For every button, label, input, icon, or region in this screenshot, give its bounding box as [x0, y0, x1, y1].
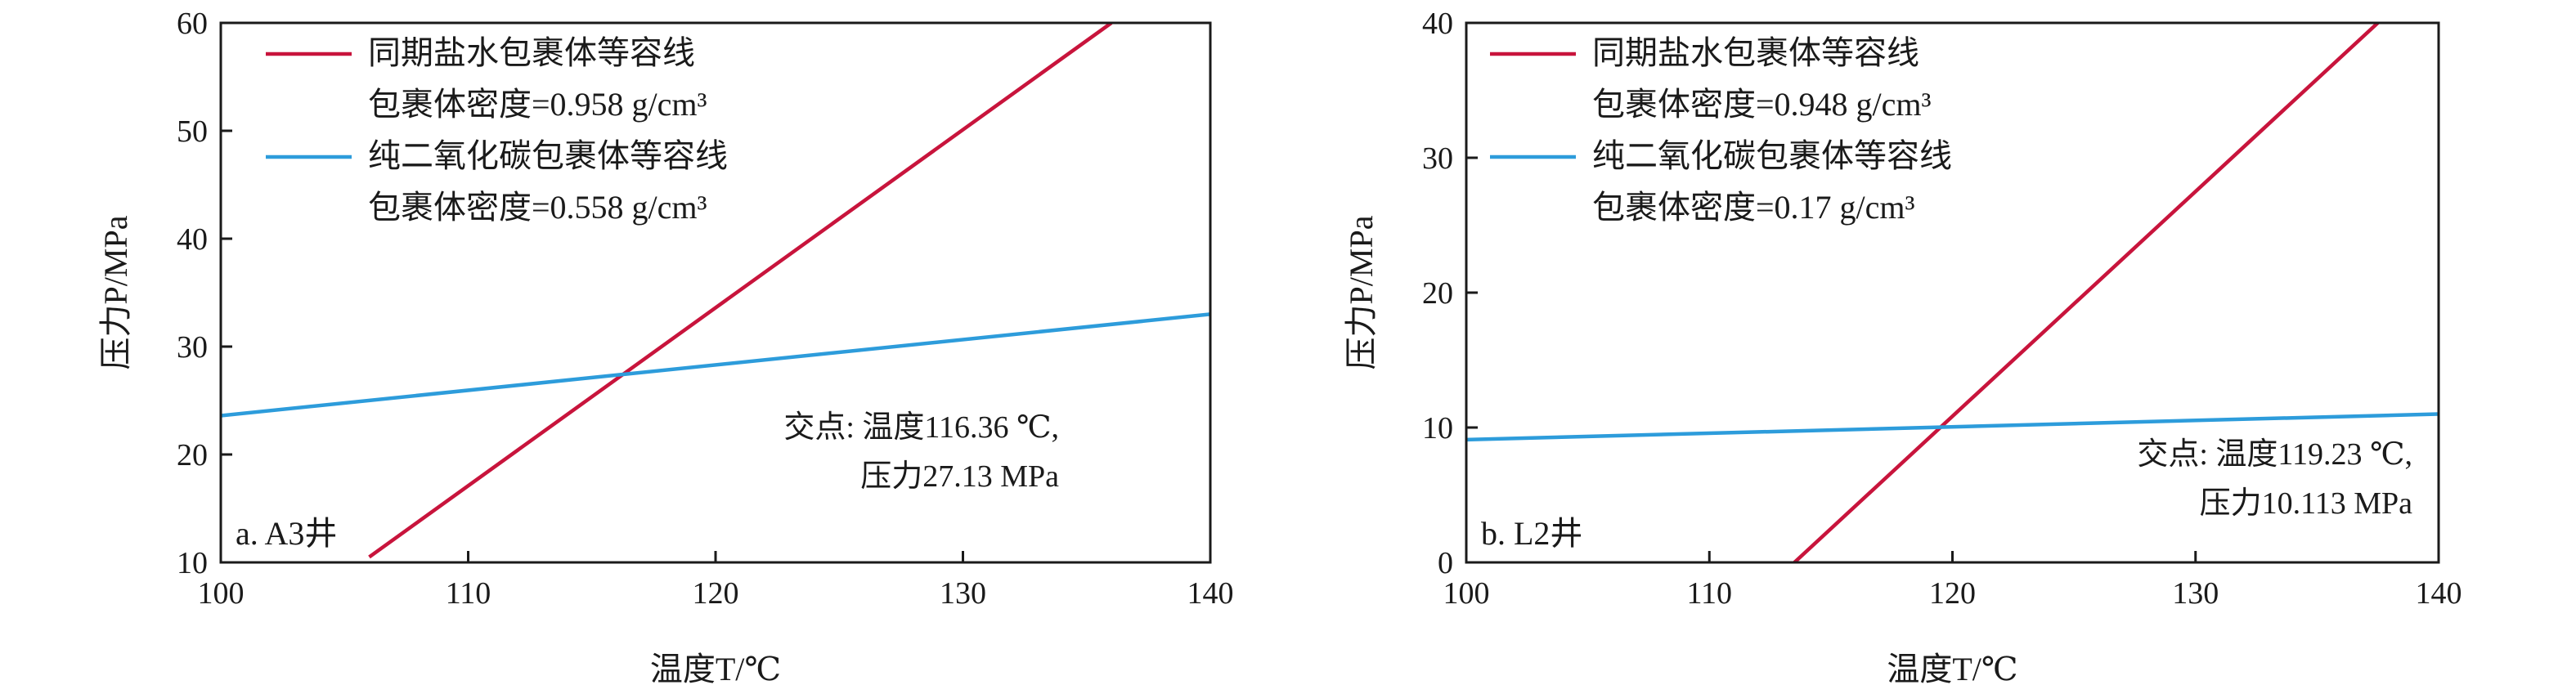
- y-tick-label: 0: [1438, 546, 1453, 580]
- x-axis-label: 温度T/℃: [650, 651, 781, 687]
- x-tick-label: 120: [693, 576, 739, 611]
- y-tick-label: 10: [177, 546, 208, 580]
- x-tick-label: 110: [446, 576, 491, 611]
- legend-density-label: 包裹体密度=0.558 g/cm³: [368, 189, 707, 226]
- y-tick-label: 50: [177, 114, 208, 149]
- intersection-annotation: 交点: 温度116.36 ℃,: [783, 410, 1059, 445]
- y-tick-label: 30: [1422, 141, 1453, 176]
- x-tick-label: 100: [198, 576, 245, 611]
- y-axis-label: 压力P/MPa: [1343, 215, 1380, 369]
- chart-panel-a: 100 110 120 130 140 10 20 30 40 50 60 温度T/℃ 压力P/MPa 同…: [97, 7, 1234, 687]
- y-axis-label: 压力P/MPa: [97, 215, 134, 369]
- x-tick-label: 130: [940, 576, 986, 611]
- y-tick-label: 40: [177, 222, 208, 257]
- chart-panel-b: 100 110 120 130 140 0 10 20 30 40 温度T/℃ 压力P/MPa 同期盐水…: [1343, 7, 2462, 687]
- y-tick-label: 40: [1422, 7, 1453, 41]
- series-line-brine: [368, 23, 1113, 559]
- y-tick-label: 60: [177, 7, 208, 41]
- intersection-annotation: 压力10.113 MPa: [2200, 486, 2413, 521]
- y-tick-label: 10: [1422, 411, 1453, 446]
- x-tick-label: 110: [1686, 576, 1732, 611]
- legend-label: 同期盐水包裹体等容线: [1592, 34, 1919, 71]
- y-tick-label: 20: [177, 438, 208, 472]
- legend-label: 纯二氧化碳包裹体等容线: [368, 137, 728, 174]
- series-line-co2: [221, 312, 1210, 418]
- x-tick-label: 100: [1443, 576, 1490, 611]
- intersection-annotation: 压力27.13 MPa: [860, 459, 1059, 494]
- legend-density-label: 包裹体密度=0.958 g/cm³: [368, 86, 707, 123]
- panel-label: a. A3井: [236, 515, 337, 552]
- legend-label: 纯二氧化碳包裹体等容线: [1592, 137, 1952, 174]
- y-tick-label: 20: [1422, 276, 1453, 311]
- series-line-co2: [1466, 412, 2439, 442]
- x-axis-label: 温度T/℃: [1887, 651, 2017, 687]
- intersection-annotation: 交点: 温度119.23 ℃,: [2137, 437, 2412, 472]
- x-tick-label: 140: [2416, 576, 2462, 611]
- series-line-brine: [1793, 23, 2380, 562]
- x-tick-label: 140: [1187, 576, 1234, 611]
- y-tick-label: 30: [177, 330, 208, 365]
- legend-density-label: 包裹体密度=0.17 g/cm³: [1592, 189, 1915, 226]
- x-tick-label: 120: [1929, 576, 1976, 611]
- legend-density-label: 包裹体密度=0.948 g/cm³: [1592, 86, 1932, 123]
- panel-label: b. L2井: [1481, 515, 1582, 552]
- legend-label: 同期盐水包裹体等容线: [368, 34, 695, 71]
- x-tick-label: 130: [2172, 576, 2219, 611]
